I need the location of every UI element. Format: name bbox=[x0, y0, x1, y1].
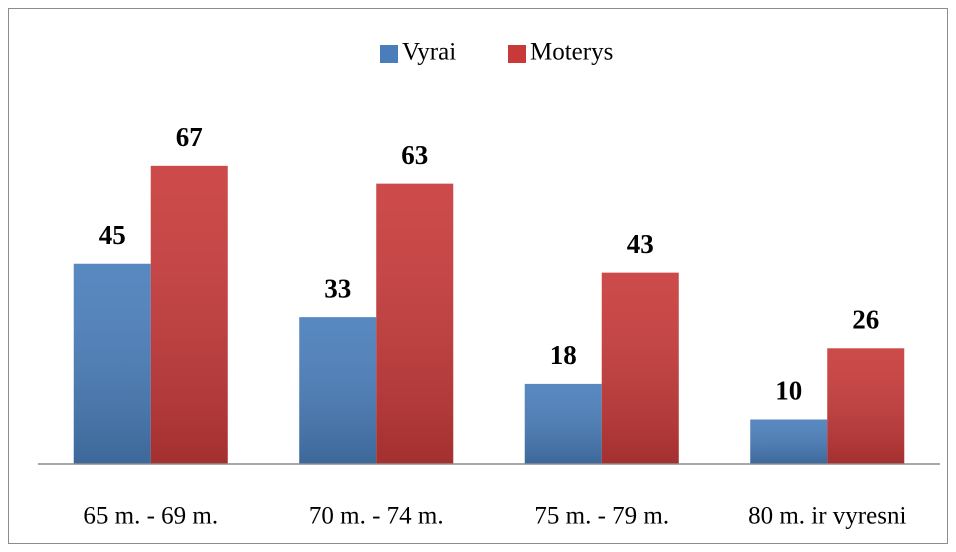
legend-label: Moterys bbox=[530, 39, 613, 66]
bar bbox=[376, 183, 454, 464]
bar bbox=[601, 272, 679, 464]
x-tick-label: 75 m. - 79 m. bbox=[534, 503, 669, 530]
data-label: 26 bbox=[852, 305, 879, 335]
x-tick-label: 65 m. - 69 m. bbox=[83, 503, 218, 530]
bar bbox=[73, 263, 151, 464]
x-tick-label: 80 m. ir vyresni bbox=[748, 503, 906, 530]
x-tick-label: 70 m. - 74 m. bbox=[309, 503, 444, 530]
data-label: 63 bbox=[401, 140, 428, 170]
data-label: 45 bbox=[99, 220, 126, 250]
legend-label: Vyrai bbox=[402, 39, 456, 66]
bar bbox=[750, 419, 828, 464]
data-label: 33 bbox=[324, 273, 351, 303]
data-label: 43 bbox=[627, 229, 654, 259]
data-label: 18 bbox=[550, 340, 577, 370]
legend-swatch bbox=[380, 45, 398, 63]
bar bbox=[299, 317, 377, 464]
legend-swatch bbox=[508, 45, 526, 63]
data-label: 10 bbox=[775, 376, 802, 406]
bar bbox=[150, 165, 228, 464]
bar bbox=[524, 383, 602, 464]
data-label: 67 bbox=[176, 122, 203, 152]
bar bbox=[827, 348, 905, 464]
